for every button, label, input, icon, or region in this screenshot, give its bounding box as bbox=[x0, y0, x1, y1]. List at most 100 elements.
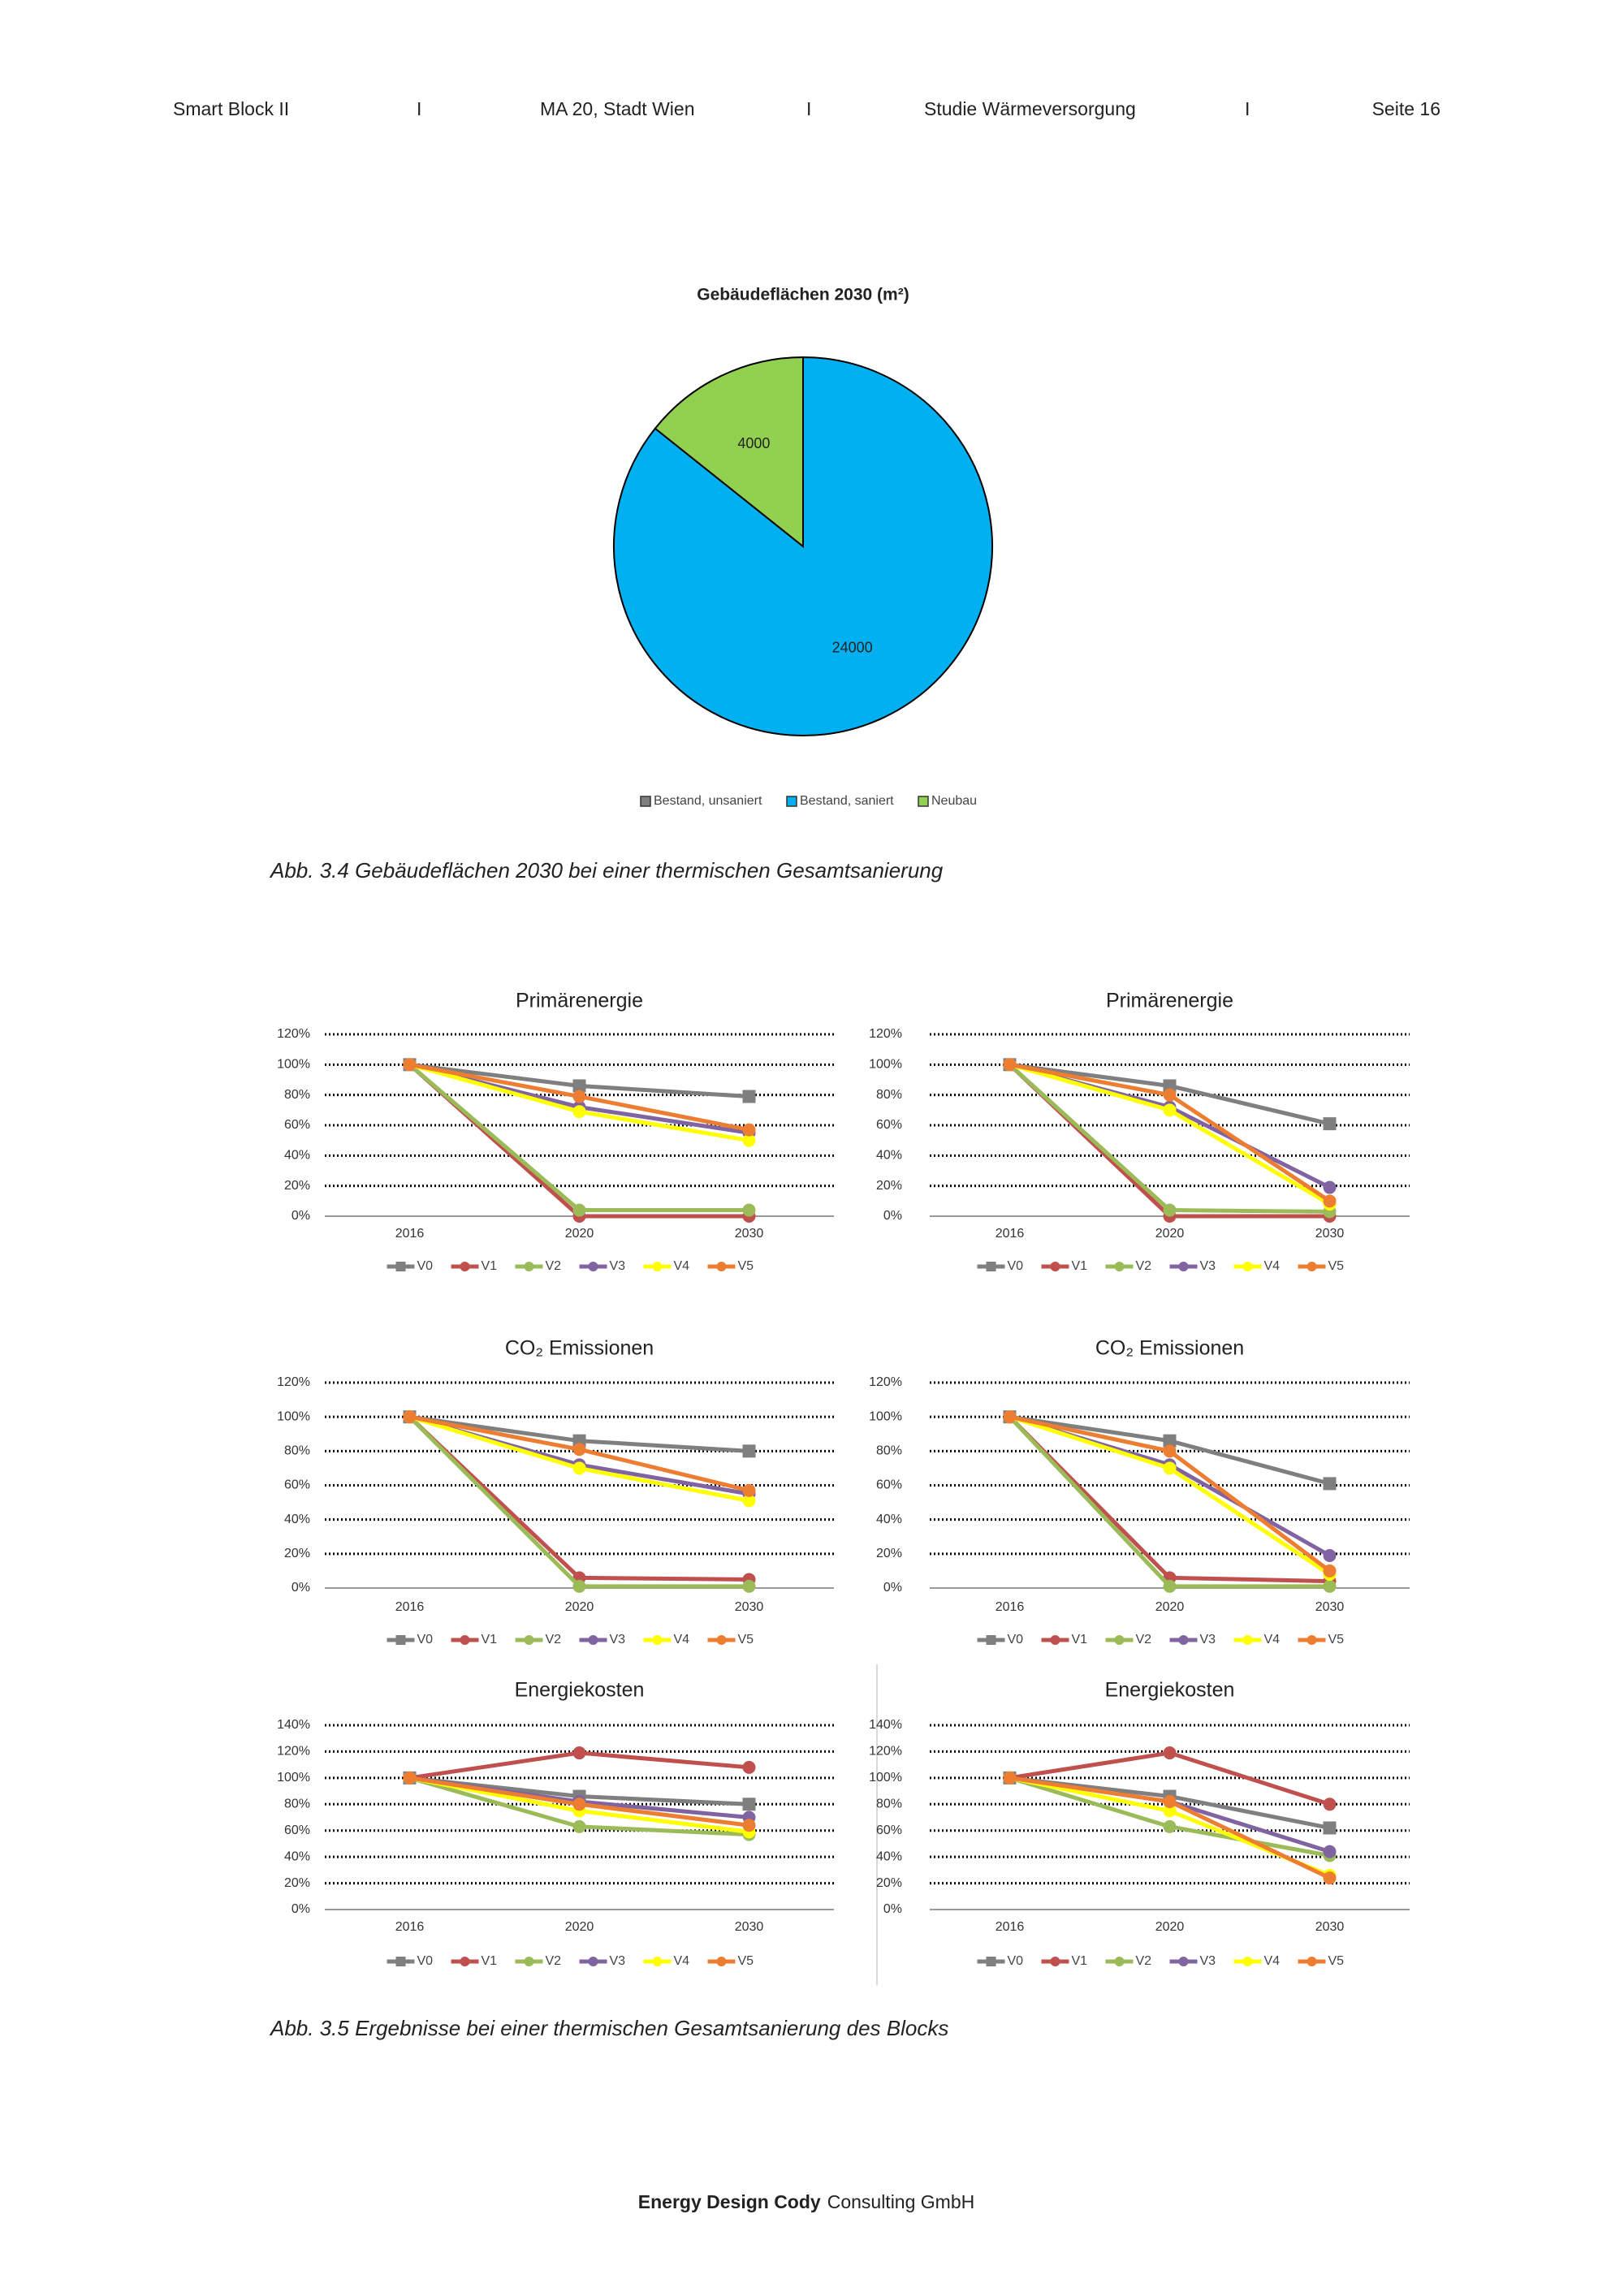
marker bbox=[742, 1579, 756, 1593]
x-tick-label: 2020 bbox=[565, 1920, 594, 1934]
legend-label: Neubau bbox=[931, 794, 977, 808]
legend-label: V5 bbox=[1328, 1259, 1345, 1273]
y-tick-label: 100% bbox=[869, 1409, 902, 1423]
legend-label: V4 bbox=[674, 1633, 690, 1646]
y-tick-label: 100% bbox=[869, 1058, 902, 1072]
y-tick-label: 60% bbox=[876, 1118, 902, 1132]
footer-bold: Energy Design Cody bbox=[638, 2191, 821, 2212]
legend-label: V1 bbox=[1072, 1633, 1088, 1646]
y-tick-label: 20% bbox=[284, 1547, 310, 1560]
legend-marker bbox=[588, 1957, 598, 1966]
header-item: I bbox=[417, 98, 421, 119]
caption: Abb. 3.4 Gebäudeflächen 2030 bei einer t… bbox=[269, 858, 944, 883]
legend-marker bbox=[588, 1262, 598, 1271]
y-tick-label: 60% bbox=[284, 1823, 310, 1837]
x-tick-label: 2030 bbox=[735, 1227, 764, 1241]
marker bbox=[742, 1483, 756, 1497]
legend-marker bbox=[524, 1957, 534, 1966]
legend-marker bbox=[460, 1262, 470, 1271]
marker bbox=[1003, 1771, 1017, 1785]
marker bbox=[1323, 1180, 1337, 1194]
header-item: I bbox=[806, 98, 811, 119]
y-tick-label: 0% bbox=[883, 1209, 902, 1223]
legend-label: V4 bbox=[1264, 1259, 1281, 1273]
y-tick-label: 0% bbox=[883, 1902, 902, 1916]
marker bbox=[572, 1746, 586, 1760]
marker bbox=[1323, 1194, 1337, 1208]
y-tick-label: 40% bbox=[876, 1849, 902, 1863]
legend-marker bbox=[1242, 1957, 1253, 1966]
legend-marker bbox=[986, 1262, 996, 1271]
header-item: Smart Block II bbox=[173, 98, 289, 119]
marker bbox=[403, 1410, 417, 1424]
legend-label: V0 bbox=[1008, 1259, 1024, 1273]
marker bbox=[1163, 1579, 1177, 1593]
y-tick-label: 100% bbox=[277, 1409, 310, 1423]
y-tick-label: 60% bbox=[876, 1478, 902, 1492]
legend-marker bbox=[1242, 1635, 1253, 1645]
marker bbox=[742, 1760, 756, 1774]
legend-marker bbox=[1178, 1957, 1189, 1966]
marker bbox=[742, 1494, 756, 1508]
marker bbox=[1323, 1798, 1337, 1811]
y-tick-label: 20% bbox=[876, 1547, 902, 1560]
chart-title: Energiekosten bbox=[515, 1679, 645, 1702]
marker bbox=[1163, 1746, 1177, 1760]
y-tick-label: 20% bbox=[284, 1179, 310, 1193]
legend-label: V5 bbox=[1328, 1954, 1345, 1968]
legend-label: V1 bbox=[482, 1259, 498, 1273]
legend-marker bbox=[716, 1635, 727, 1645]
legend-label: V1 bbox=[1072, 1259, 1088, 1273]
marker bbox=[1163, 1795, 1177, 1809]
marker bbox=[572, 1443, 586, 1457]
legend-label: V4 bbox=[674, 1259, 690, 1273]
x-tick-label: 2030 bbox=[1315, 1600, 1345, 1614]
legend-label: V1 bbox=[1072, 1954, 1088, 1968]
marker bbox=[572, 1079, 586, 1093]
legend-label: V3 bbox=[610, 1633, 626, 1646]
legend-label: V5 bbox=[1328, 1633, 1345, 1646]
legend-marker bbox=[1307, 1262, 1317, 1271]
y-tick-label: 120% bbox=[277, 1375, 310, 1389]
marker bbox=[1163, 1088, 1177, 1102]
legend-label: Bestand, saniert bbox=[800, 794, 894, 808]
y-tick-label: 40% bbox=[284, 1149, 310, 1163]
y-tick-label: 20% bbox=[876, 1876, 902, 1890]
x-tick-label: 2016 bbox=[996, 1227, 1025, 1241]
marker bbox=[1323, 1579, 1337, 1593]
legend-label: V1 bbox=[482, 1954, 498, 1968]
legend-marker bbox=[395, 1957, 406, 1966]
y-tick-label: 80% bbox=[876, 1798, 902, 1811]
legend-label: Bestand, unsaniert bbox=[654, 794, 762, 808]
legend-label: V3 bbox=[1200, 1633, 1216, 1646]
marker bbox=[1323, 1845, 1337, 1858]
x-tick-label: 2016 bbox=[395, 1920, 425, 1934]
x-tick-label: 2020 bbox=[565, 1227, 594, 1241]
legend-label: V5 bbox=[738, 1633, 754, 1646]
legend-label: V0 bbox=[1008, 1954, 1024, 1968]
legend-label: V0 bbox=[417, 1954, 434, 1968]
chart-title: Primärenergie bbox=[1106, 990, 1233, 1012]
legend-label: V4 bbox=[674, 1954, 690, 1968]
y-tick-label: 60% bbox=[876, 1823, 902, 1837]
legend-marker bbox=[716, 1262, 727, 1271]
legend-marker bbox=[1307, 1957, 1317, 1966]
legend-marker bbox=[652, 1635, 663, 1645]
marker bbox=[1163, 1079, 1177, 1093]
y-tick-label: 120% bbox=[869, 1745, 902, 1759]
y-tick-label: 20% bbox=[876, 1179, 902, 1193]
x-tick-label: 2016 bbox=[996, 1600, 1025, 1614]
marker bbox=[1323, 1548, 1337, 1562]
chart-title: CO₂ Emissionen bbox=[1095, 1337, 1244, 1360]
legend-swatch bbox=[786, 796, 797, 807]
pie-slice bbox=[654, 356, 804, 549]
legend-marker bbox=[1307, 1635, 1317, 1645]
y-tick-label: 0% bbox=[292, 1902, 310, 1916]
marker bbox=[572, 1819, 586, 1833]
marker bbox=[1163, 1203, 1177, 1217]
y-tick-label: 140% bbox=[277, 1718, 310, 1732]
x-tick-label: 2030 bbox=[1315, 1920, 1345, 1934]
marker bbox=[1323, 1477, 1337, 1491]
footer: Energy Design Cody Consulting GmbH bbox=[638, 2191, 974, 2212]
chart-title: Energiekosten bbox=[1105, 1679, 1235, 1702]
